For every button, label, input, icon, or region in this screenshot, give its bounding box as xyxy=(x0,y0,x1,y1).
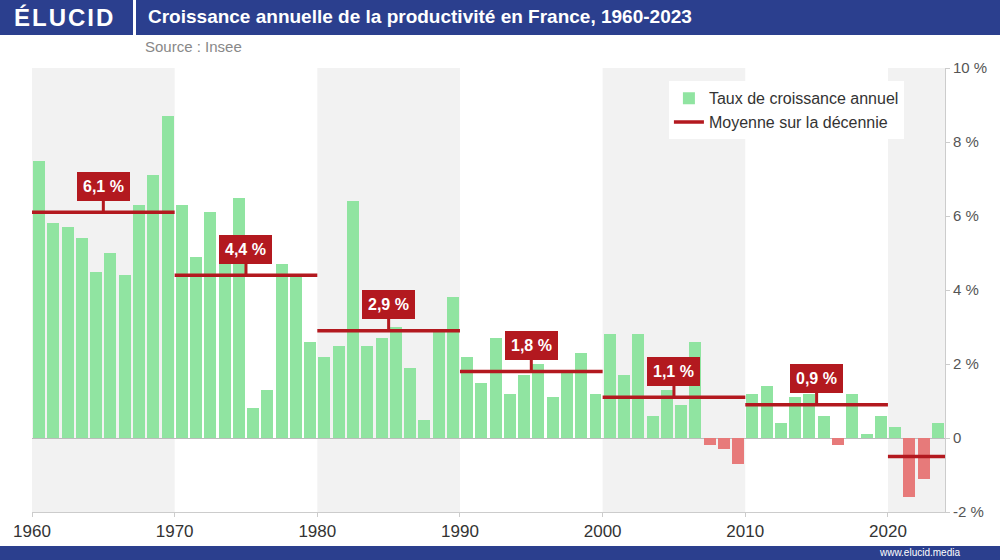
svg-text:8 %: 8 % xyxy=(953,133,979,150)
html-text:www.elucid.media: www.elucid.media xyxy=(880,547,960,558)
svg-text:1980: 1980 xyxy=(298,522,336,541)
svg-text:2010: 2010 xyxy=(726,522,764,541)
svg-text:Taux de croissance annuel: Taux de croissance annuel xyxy=(709,90,898,107)
svg-text:4 %: 4 % xyxy=(953,281,979,298)
svg-text:0,9 %: 0,9 % xyxy=(796,370,837,387)
svg-text:-2 %: -2 % xyxy=(953,503,984,520)
svg-text:6,1 %: 6,1 % xyxy=(83,178,124,195)
html-text:ÉLUCID: ÉLUCID xyxy=(14,4,116,31)
svg-text:2 %: 2 % xyxy=(953,355,979,372)
svg-text:2000: 2000 xyxy=(584,522,622,541)
svg-text:1960: 1960 xyxy=(13,522,51,541)
svg-text:4,4 %: 4,4 % xyxy=(225,241,266,258)
html-text:Croissance annuelle de la prod: Croissance annuelle de la productivité e… xyxy=(148,6,692,27)
svg-text:10 %: 10 % xyxy=(953,59,987,76)
svg-text:0: 0 xyxy=(953,429,961,446)
svg-text:2020: 2020 xyxy=(869,522,907,541)
svg-text:1970: 1970 xyxy=(156,522,194,541)
svg-text:1,1 %: 1,1 % xyxy=(653,363,694,380)
svg-text:2,9 %: 2,9 % xyxy=(368,296,409,313)
svg-text:1990: 1990 xyxy=(441,522,479,541)
svg-text:6 %: 6 % xyxy=(953,207,979,224)
html-text:Source : Insee: Source : Insee xyxy=(145,38,242,55)
svg-text:Moyenne sur la décennie: Moyenne sur la décennie xyxy=(709,114,888,131)
svg-text:1,8 %: 1,8 % xyxy=(511,337,552,354)
